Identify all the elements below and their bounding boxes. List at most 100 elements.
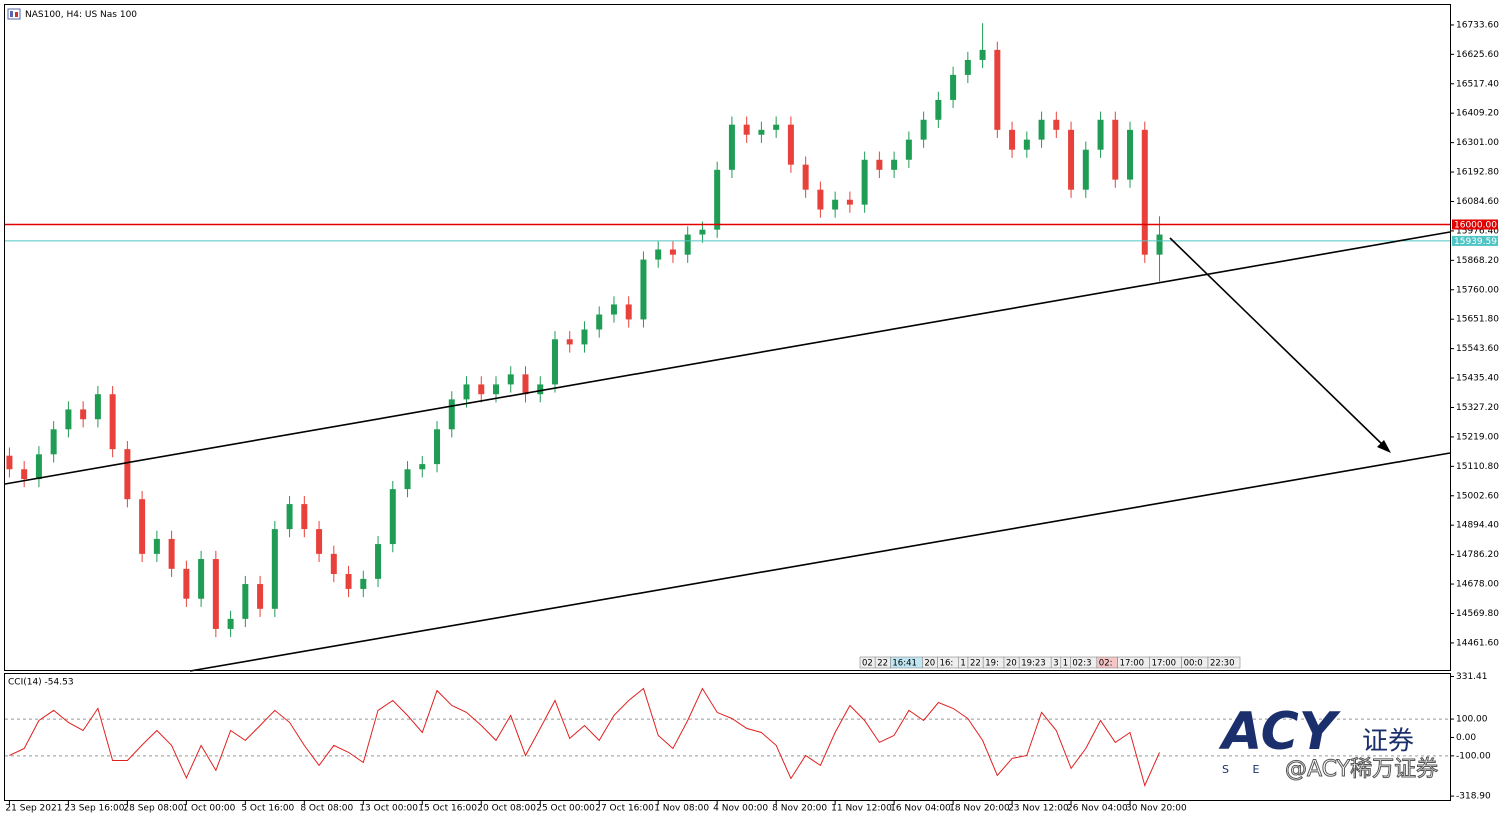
trend-drawings xyxy=(4,231,1451,672)
candle-body xyxy=(360,578,367,589)
candle-body xyxy=(183,568,190,599)
y-tick-label: 15327.20 xyxy=(1456,403,1499,413)
logo-sub: 证券 xyxy=(1362,727,1414,757)
x-tick-label: 16 Nov 04:00 xyxy=(890,804,951,814)
price-pane xyxy=(4,4,1451,671)
candle-body xyxy=(964,59,971,75)
candle-body xyxy=(434,429,441,465)
title-icon xyxy=(7,8,21,20)
candle-body xyxy=(802,164,809,190)
candle-body xyxy=(50,429,57,455)
trend-line xyxy=(189,452,1451,672)
time-cell-label: 19:23 xyxy=(1021,659,1045,669)
x-tick-label: 4 Nov 00:00 xyxy=(713,804,768,814)
candle-body xyxy=(876,159,883,170)
chart-title: NAS100, H4: US Nas 100 xyxy=(25,10,137,20)
y-tick-label: 14461.60 xyxy=(1456,638,1499,648)
candle-body xyxy=(596,314,603,330)
time-cell-label: 17:00 xyxy=(1120,659,1145,669)
time-cell-label: 22:30 xyxy=(1210,659,1235,669)
y-tick-label: 0.00 xyxy=(1456,733,1476,743)
trend-line xyxy=(4,231,1451,485)
candle-body xyxy=(404,469,411,490)
candle-body xyxy=(684,234,691,255)
time-cell-label: 02:3 xyxy=(1072,659,1091,669)
candle-body xyxy=(1141,129,1148,255)
candle-body xyxy=(950,74,957,100)
y-tick-label: 15976.40 xyxy=(1456,226,1499,236)
candle-body xyxy=(212,559,219,629)
y-tick-label: 15435.40 xyxy=(1456,374,1499,384)
candle-body xyxy=(21,469,28,480)
x-tick-label: 28 Sep 08:00 xyxy=(123,804,183,814)
y-tick-label: 14894.40 xyxy=(1456,521,1499,531)
candle-body xyxy=(124,449,131,500)
y-tick-label: 15760.00 xyxy=(1456,285,1499,295)
y-tick-label: 16733.60 xyxy=(1456,20,1499,30)
y-tick-label: -100.00 xyxy=(1456,751,1491,761)
candle-body xyxy=(566,339,573,345)
level-label: 15939.59 xyxy=(1454,237,1497,247)
candle-body xyxy=(1023,139,1030,150)
candle-body xyxy=(935,99,942,120)
candle-body xyxy=(389,489,396,545)
time-cell-label: 1 xyxy=(1063,659,1068,669)
x-tick-label: 20 Oct 08:00 xyxy=(477,804,536,814)
candle-body xyxy=(65,409,72,430)
candle-body xyxy=(1156,234,1163,255)
candle-body xyxy=(507,374,514,385)
candle-body xyxy=(846,199,853,205)
candle-body xyxy=(699,229,706,235)
y-tick-label: 16301.00 xyxy=(1456,138,1499,148)
candle-body xyxy=(330,553,337,574)
candle-body xyxy=(669,249,676,255)
candle-body xyxy=(728,124,735,170)
y-tick-label: 16517.40 xyxy=(1456,79,1499,89)
x-tick-label: 1 Nov 08:00 xyxy=(654,804,709,814)
x-tick-label: 5 Oct 16:00 xyxy=(241,804,294,814)
candle-body xyxy=(257,584,264,609)
candle-body xyxy=(375,544,382,579)
y-tick-label: 15868.20 xyxy=(1456,256,1499,266)
y-tick-label: 15651.80 xyxy=(1456,315,1499,325)
candle-body xyxy=(610,304,617,315)
time-cell-label: 19: xyxy=(985,659,999,669)
candle-body xyxy=(920,119,927,140)
time-cell-label: 16: xyxy=(940,659,954,669)
y-tick-label: 15110.80 xyxy=(1456,462,1499,472)
candle-body xyxy=(787,124,794,165)
candle-body xyxy=(6,455,13,470)
y-tick-label: 14569.80 xyxy=(1456,609,1499,619)
candle-body xyxy=(109,394,116,450)
candle-body xyxy=(522,374,529,395)
candle-body xyxy=(286,504,293,530)
x-tick-label: 15 Oct 16:00 xyxy=(418,804,477,814)
y-tick-label: 15219.00 xyxy=(1456,432,1499,442)
x-tick-label: 27 Oct 16:00 xyxy=(595,804,654,814)
candle-body xyxy=(832,199,839,210)
x-tick-label: 8 Oct 08:00 xyxy=(300,804,353,814)
arrow-line xyxy=(1169,237,1387,449)
cci-line xyxy=(9,687,1160,787)
candle-body xyxy=(242,584,249,619)
candle-body xyxy=(94,394,101,420)
logo-text: ACY xyxy=(1218,702,1342,762)
time-cell xyxy=(1207,656,1241,669)
candle-body xyxy=(448,399,455,430)
candle-body xyxy=(1009,129,1016,150)
candle-body xyxy=(551,339,558,385)
candle-body xyxy=(1038,119,1045,140)
time-cell-label: 1 xyxy=(960,659,965,669)
time-cell-label: 02: xyxy=(1099,659,1113,669)
candle-body xyxy=(861,159,868,205)
y-tick-label: 16192.80 xyxy=(1456,168,1499,178)
watermark-handle: @ACY稀万证券 xyxy=(1285,757,1438,782)
y-tick-label: -318.90 xyxy=(1456,792,1491,802)
x-tick-label: 23 Nov 12:00 xyxy=(1008,804,1069,814)
candle-body xyxy=(905,139,912,160)
level-tag xyxy=(1452,219,1498,230)
candle-body xyxy=(1097,119,1104,150)
candle-body xyxy=(640,259,647,320)
time-cell-label: 3 xyxy=(1053,659,1058,669)
y-tick-label: 16084.60 xyxy=(1456,197,1499,207)
